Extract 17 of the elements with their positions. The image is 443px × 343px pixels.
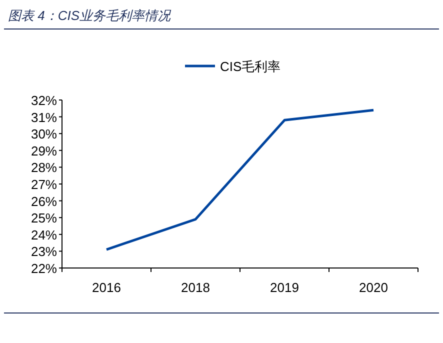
title: 图表 4：CIS业务毛利率情况: [8, 8, 171, 23]
y-tick-label: 27%: [30, 177, 58, 192]
y-tick-label: 23%: [30, 244, 58, 260]
y-tick-label: 32%: [30, 93, 58, 108]
y-tick-label: 26%: [30, 194, 58, 209]
y-tick-label: 22%: [30, 261, 58, 276]
x-tick-label: 2019: [270, 280, 299, 295]
x-tick-label: 2020: [359, 280, 388, 295]
y-tick-label: 30%: [30, 126, 58, 142]
y-tick-label: 28%: [30, 160, 58, 176]
legend-label: CIS毛利率: [220, 59, 281, 74]
y-tick-label: 29%: [30, 143, 58, 158]
y-tick-label: 31%: [30, 110, 58, 125]
y-tick-label: 25%: [30, 210, 58, 226]
x-tick-label: 2016: [92, 280, 121, 295]
x-tick-label: 2018: [181, 280, 210, 295]
y-tick-label: 24%: [30, 227, 58, 242]
